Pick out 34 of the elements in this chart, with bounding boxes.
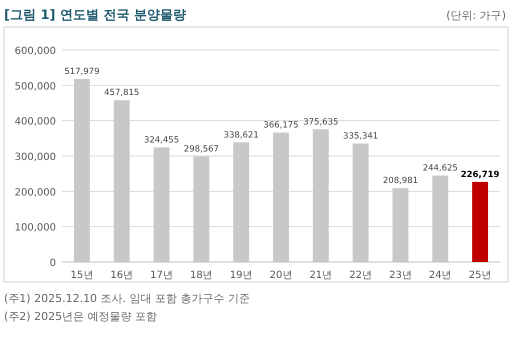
x-tick-label: 21년 <box>309 270 332 281</box>
x-tick-label: 24년 <box>428 270 452 281</box>
data-label: 298,567 <box>184 144 219 155</box>
x-tick-label: 25년 <box>468 270 492 281</box>
data-label: 517,979 <box>64 66 100 77</box>
y-tick-label: 0 <box>50 258 56 269</box>
text: (주2) 2025년은 예정물량 포함 <box>4 310 158 323</box>
x-tick-label: 19년 <box>230 270 253 281</box>
y-tick-label: 600,000 <box>14 46 56 57</box>
y-tick-label: 300,000 <box>14 152 56 163</box>
x-tick-label: 17년 <box>150 270 173 281</box>
y-tick-label: 200,000 <box>14 187 56 198</box>
x-tick-label: 16년 <box>110 270 134 281</box>
data-label: 366,175 <box>263 120 299 131</box>
chart-title: [그림 1] 연도별 전국 분양물량 <box>4 8 186 23</box>
data-label: 226,719 <box>460 170 500 180</box>
x-tick-label: 22년 <box>349 270 372 281</box>
data-label: 324,455 <box>144 135 180 146</box>
y-tick-label: 400,000 <box>14 116 56 128</box>
data-label: 244,625 <box>422 164 458 174</box>
x-tick-label: 20년 <box>270 270 292 281</box>
x-tick-label: 15년 <box>70 270 94 281</box>
data-label: 335,341 <box>343 132 378 142</box>
data-label: 208,981 <box>382 176 418 186</box>
chart-subtitle: (단위: 가구) <box>446 9 506 22</box>
y-tick-label: 500,000 <box>14 81 56 92</box>
bar <box>472 182 488 262</box>
y-tick-label: 100,000 <box>14 222 56 234</box>
data-label: 457,815 <box>104 88 140 98</box>
x-tick-label: 18년 <box>190 270 213 281</box>
x-tick-label: 23년 <box>389 270 412 281</box>
data-label: 375,635 <box>303 117 338 128</box>
text: (주1) 2025.12.10 조사. 임대 포함 총가구수 기준 <box>4 292 250 305</box>
data-label: 338,621 <box>224 130 259 140</box>
